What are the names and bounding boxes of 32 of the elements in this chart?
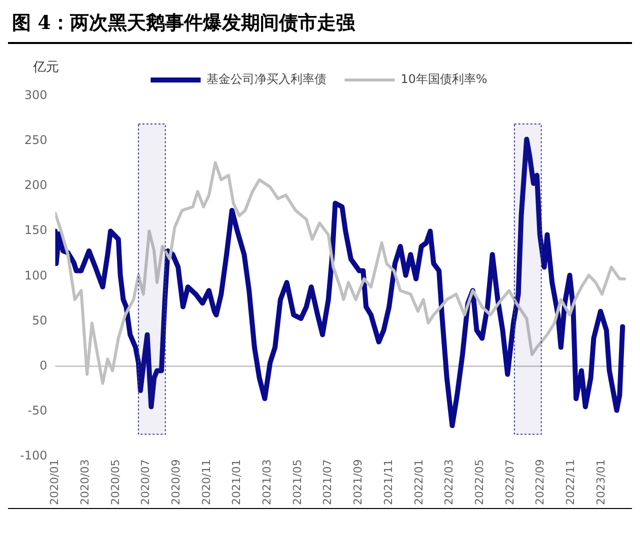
x-tick-label: 2021/03 bbox=[260, 459, 274, 506]
y-tick-label: 150 bbox=[24, 223, 48, 238]
y-tick-label: 100 bbox=[24, 268, 48, 282]
legend-label: 基金公司净买入利率债 bbox=[206, 72, 327, 86]
x-tick-label: 2021/09 bbox=[352, 459, 365, 506]
x-tick-label: 2022/11 bbox=[564, 459, 578, 506]
y-tick-label: -50 bbox=[28, 403, 48, 418]
legend-label: 10年国债利率% bbox=[400, 72, 488, 86]
y-tick-label: 300 bbox=[24, 88, 48, 102]
y-tick-label: 250 bbox=[24, 133, 48, 148]
x-tick-label: 2022/01 bbox=[412, 459, 426, 506]
x-tick-label: 2021/07 bbox=[321, 459, 334, 506]
y-tick-label: 50 bbox=[32, 313, 48, 328]
y-tick-label: -100 bbox=[20, 448, 48, 462]
x-tick-label: 2022/09 bbox=[534, 459, 547, 506]
y-axis-title: 亿元 bbox=[32, 60, 60, 75]
x-tick-label: 2022/05 bbox=[472, 459, 486, 506]
x-tick-label: 2020/01 bbox=[48, 459, 62, 506]
x-tick-label: 2021/05 bbox=[290, 459, 304, 506]
x-tick-label: 2020/05 bbox=[108, 459, 122, 506]
y-tick-label: 0 bbox=[40, 358, 48, 372]
x-tick-label: 2022/07 bbox=[503, 459, 516, 506]
x-tick-label: 2020/03 bbox=[78, 459, 92, 506]
x-tick-label: 2022/03 bbox=[442, 459, 456, 506]
chart-title: 图 4：两次黑天鹅事件爆发期间债市走强 bbox=[8, 8, 632, 44]
x-tick-label: 2021/11 bbox=[382, 459, 395, 506]
x-tick-label: 2023/01 bbox=[594, 459, 608, 506]
y-tick-label: 200 bbox=[24, 178, 48, 192]
x-tick-label: 2020/11 bbox=[200, 459, 213, 506]
x-tick-label: 2021/01 bbox=[230, 459, 244, 506]
x-tick-label: 2020/09 bbox=[169, 459, 182, 506]
x-tick-label: 2020/07 bbox=[139, 459, 152, 506]
